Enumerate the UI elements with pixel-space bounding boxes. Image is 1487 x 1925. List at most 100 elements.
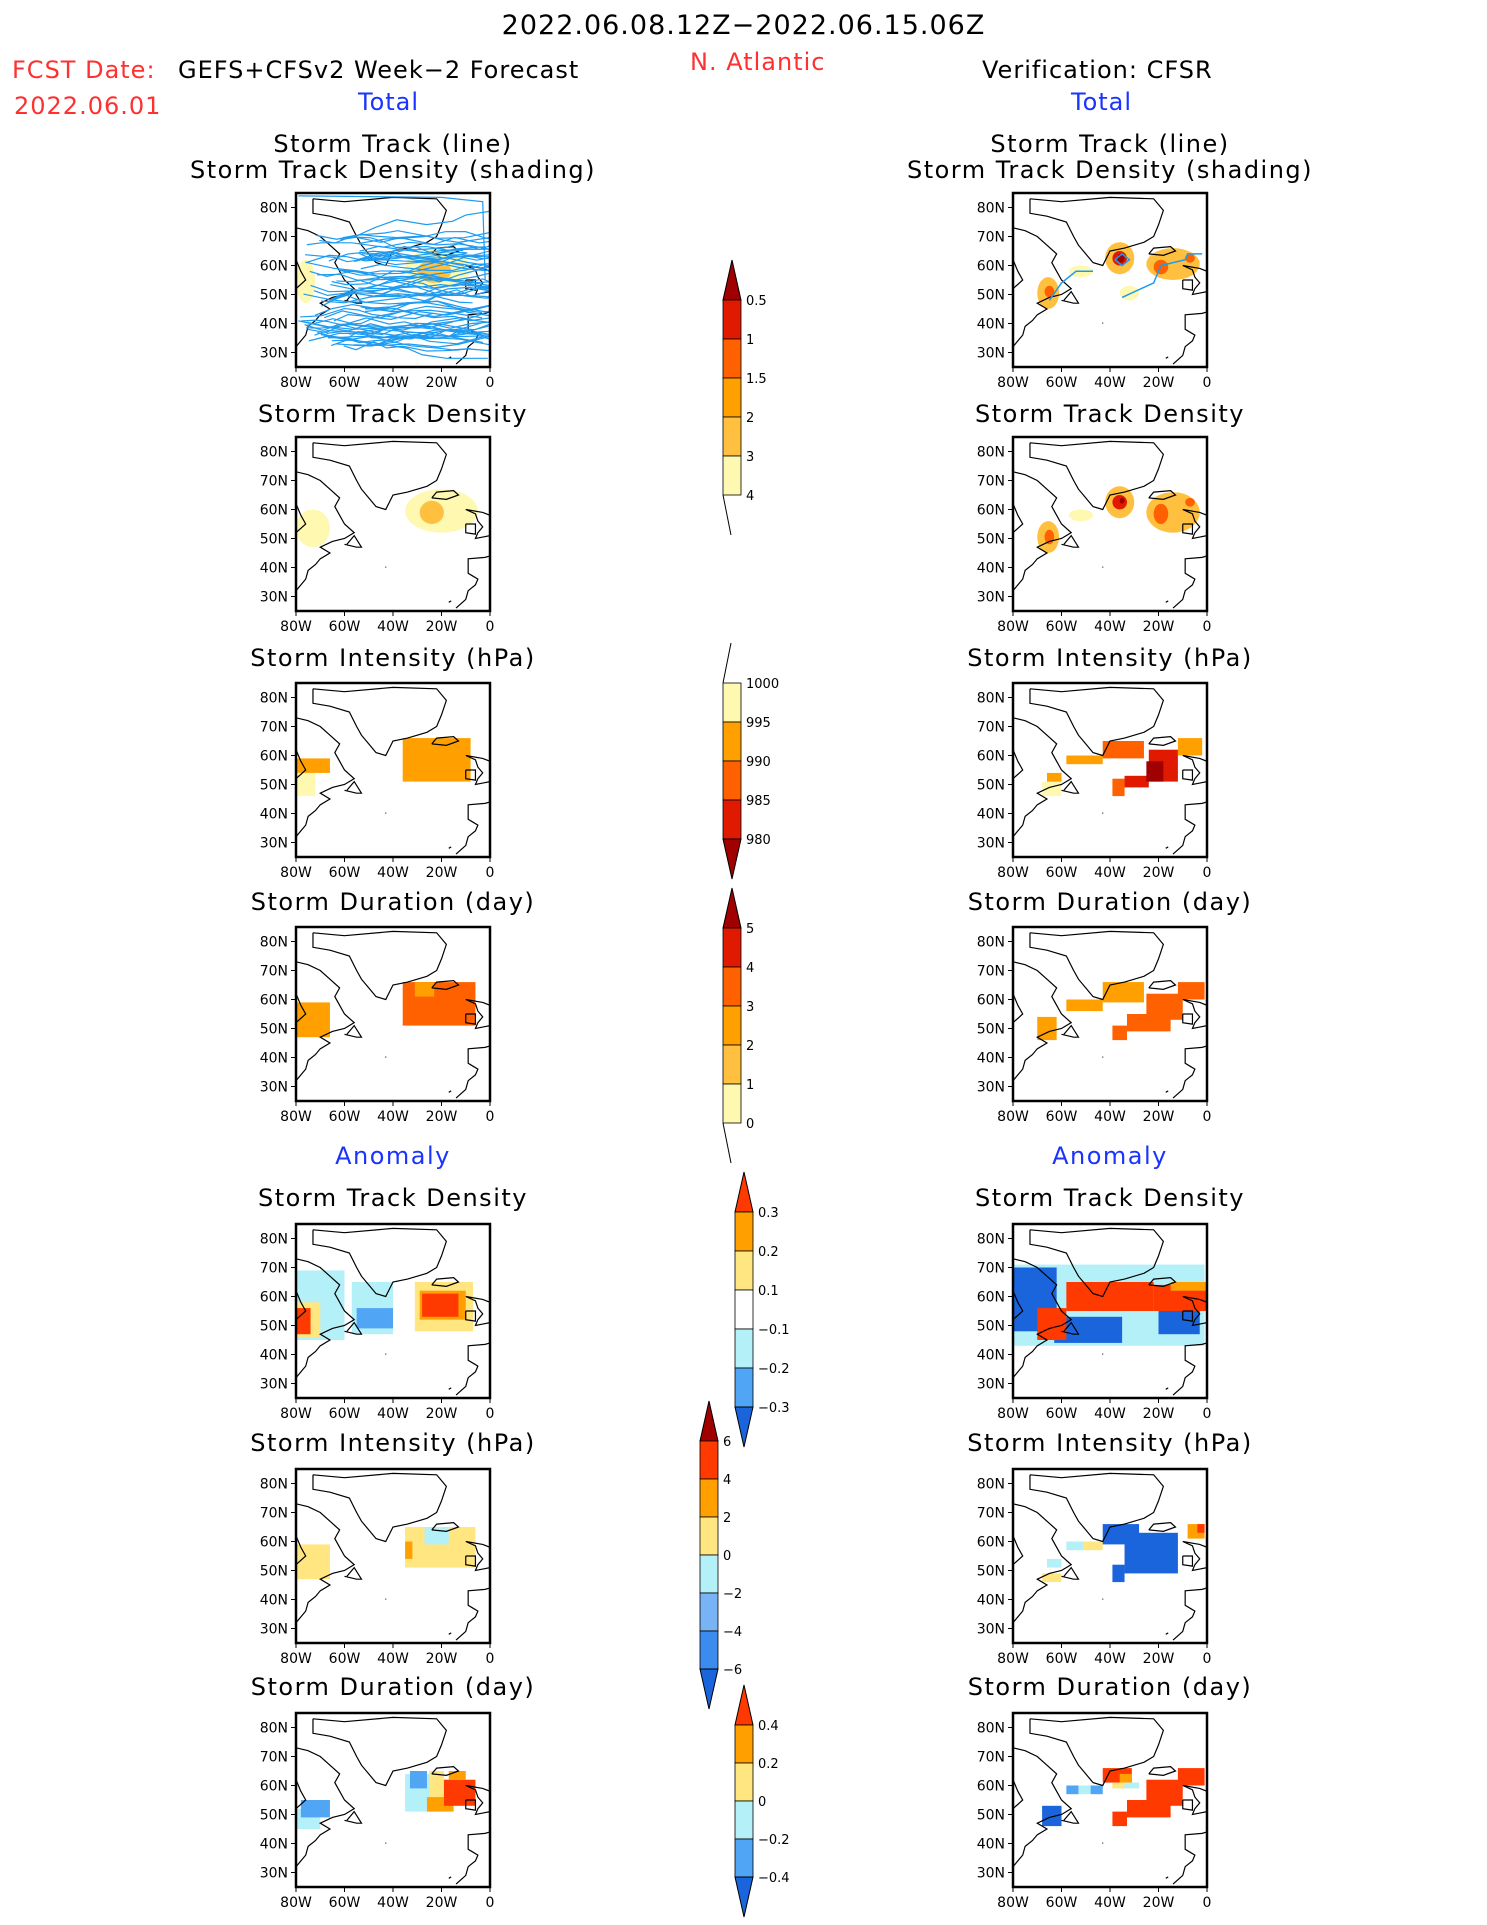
- x-tick-label: 0: [1203, 1895, 1212, 1911]
- colorbar-segment: [734, 1762, 754, 1802]
- y-tick-label: 70N: [260, 1506, 288, 1522]
- y-tick-label: 80N: [260, 1721, 288, 1737]
- x-tick-label: 60W: [1046, 619, 1078, 635]
- coastline: [1172, 1831, 1207, 1885]
- coastline: [1013, 1258, 1073, 1379]
- y-tick-label: 70N: [977, 474, 1005, 490]
- colorbar-tick-label: 0.2: [758, 1245, 779, 1260]
- coastline: [1013, 749, 1024, 780]
- coastline: [1182, 1799, 1194, 1811]
- storm-track: [324, 305, 490, 320]
- x-tick-label: 60W: [329, 1651, 361, 1667]
- coastline: [465, 1310, 477, 1322]
- storm-track: [364, 300, 490, 317]
- x-tick-label: 20W: [1143, 865, 1175, 881]
- coastline: [1061, 290, 1080, 304]
- shaded-cell: [419, 500, 444, 524]
- colorbar-segment: [699, 1516, 719, 1556]
- y-tick-label: 80N: [977, 691, 1005, 707]
- storm-track: [338, 269, 490, 289]
- y-tick-label: 40N: [977, 317, 1005, 333]
- shaded-cell: [296, 758, 330, 773]
- y-tick-label: 50N: [260, 778, 288, 794]
- x-tick-label: 60W: [329, 865, 361, 881]
- x-tick-label: 80W: [997, 1895, 1029, 1911]
- colorbar-intensity-total: 1000 995 990 985 980: [722, 642, 779, 880]
- coastline: [1148, 736, 1177, 746]
- colorbar-segment: [734, 1250, 754, 1291]
- y-tick-label: 30N: [977, 1622, 1005, 1638]
- y-tick-label: 50N: [977, 288, 1005, 304]
- map-content: [296, 686, 490, 855]
- colorbar-extend-max: [722, 259, 742, 301]
- coastline: [1029, 196, 1165, 267]
- colorbar-tick-label: 3: [746, 1000, 754, 1015]
- coastline: [1182, 769, 1194, 781]
- y-tick-label: 40N: [977, 1348, 1005, 1364]
- shaded-cell: [1078, 1785, 1091, 1795]
- shaded-cell: [405, 1541, 413, 1559]
- y-tick-label: 40N: [977, 1051, 1005, 1067]
- y-tick-label: 60N: [260, 259, 288, 275]
- left-title-duration-anomaly: Storm Duration (day): [250, 1673, 536, 1701]
- colorbar-tick-label: 2: [746, 1039, 754, 1054]
- storm-track: [308, 329, 489, 342]
- y-tick-label: 80N: [977, 1721, 1005, 1737]
- coastline: [1148, 246, 1177, 256]
- coastline: [1061, 1024, 1080, 1038]
- right-title-density-anomaly: Storm Track Density: [975, 1184, 1245, 1212]
- coastline: [1013, 961, 1073, 1082]
- storm-track: [306, 321, 490, 346]
- shaded-cell: [1146, 1779, 1183, 1806]
- shaded-cell: [1066, 999, 1103, 1012]
- right-section-total: Total: [1071, 88, 1133, 116]
- shaded-cell: [1170, 1282, 1207, 1291]
- map-content: [296, 930, 490, 1099]
- storm-track: [300, 307, 434, 320]
- x-tick-label: 20W: [426, 1109, 458, 1125]
- colorbar-tick-label: 0.2: [758, 1757, 779, 1772]
- shaded-cell: [296, 772, 316, 797]
- left-title-intensity-anomaly: Storm Intensity (hPa): [250, 1429, 536, 1457]
- colorbar-tick-label: 0.4: [758, 1719, 779, 1734]
- x-tick-label: 60W: [329, 1895, 361, 1911]
- x-tick-label: 0: [486, 1895, 495, 1911]
- colorbar-tick-label: 2: [746, 411, 754, 426]
- map-panel-fcst-duration-anom: 80N 70N 60N 50N 40N 30N 80W 60W 40W 20W 0: [260, 1711, 495, 1911]
- y-tick-label: 70N: [260, 720, 288, 736]
- coastline: [1148, 1277, 1177, 1287]
- y-tick-label: 70N: [977, 964, 1005, 980]
- colorbar-extend-max: [699, 1400, 719, 1442]
- x-tick-label: 20W: [426, 1406, 458, 1422]
- colorbar-tick-label: 1: [746, 333, 754, 348]
- colorbar-tick-label: −0.2: [758, 1833, 790, 1848]
- coastline: [312, 1227, 448, 1298]
- y-tick-label: 80N: [977, 445, 1005, 461]
- x-tick-label: 80W: [997, 619, 1029, 635]
- y-tick-label: 70N: [977, 1506, 1005, 1522]
- storm-track: [314, 303, 483, 319]
- colorbar-segment: [722, 377, 742, 418]
- verification-label: Verification: CFSR: [982, 56, 1213, 84]
- coastline: [465, 1799, 477, 1811]
- x-tick-label: 80W: [280, 865, 312, 881]
- colorbar-extend-max: [722, 887, 742, 929]
- storm-track: [314, 329, 490, 340]
- storm-track: [304, 305, 483, 331]
- storm-track: [298, 195, 486, 281]
- y-tick-label: 70N: [260, 1750, 288, 1766]
- x-tick-label: 60W: [1046, 1406, 1078, 1422]
- coastline: [1061, 1810, 1080, 1824]
- colorbar-tick-label: 985: [746, 794, 771, 809]
- coastline: [465, 1540, 490, 1572]
- colorbar-no-extend: [722, 1122, 732, 1164]
- shaded-cell: [1112, 1811, 1127, 1827]
- coastline: [455, 1045, 490, 1099]
- shaded-cell: [1068, 509, 1094, 522]
- colorbar-segment: [722, 721, 742, 762]
- y-tick-label: 50N: [977, 532, 1005, 548]
- x-tick-label: 20W: [1143, 1406, 1175, 1422]
- x-tick-label: 40W: [1094, 375, 1126, 391]
- coastline: [1013, 1503, 1073, 1624]
- colorbar-segment: [722, 299, 742, 340]
